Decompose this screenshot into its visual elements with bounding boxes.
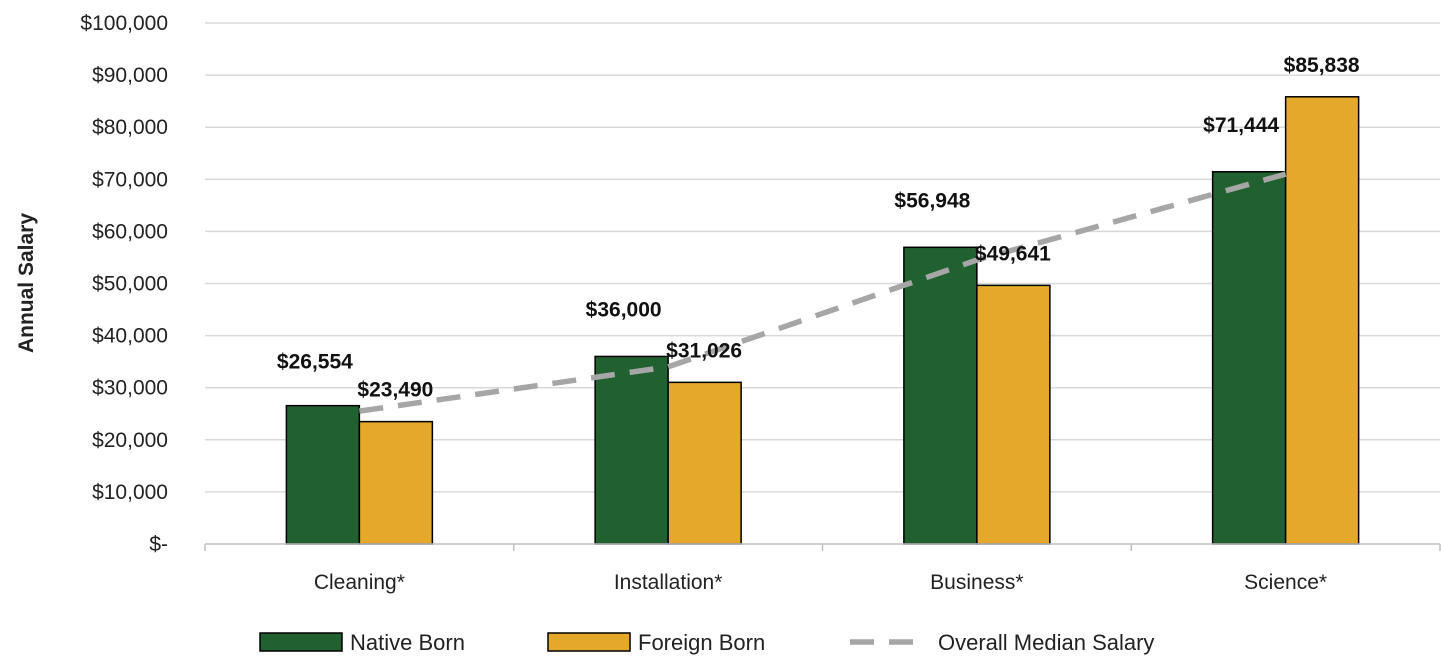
legend-label: Foreign Born: [638, 630, 765, 655]
legend: Native Born Foreign Born Overall Median Sa…: [259, 630, 1154, 655]
bar-foreign-born: [1284, 96, 1360, 545]
x-category-label: Science*: [1244, 571, 1327, 594]
data-labels: $26,554 $36,000 $56,948 $71,444 $23,490 $31,0…: [277, 54, 1360, 402]
bar-native-born: [594, 355, 669, 545]
y-tick-label: $20,000: [92, 429, 168, 452]
x-category-label: Installation*: [614, 571, 723, 594]
y-tick-label: $-: [149, 533, 168, 556]
data-label-foreign-born: $23,490: [357, 379, 433, 402]
y-tick-label: $30,000: [92, 377, 168, 400]
y-tick-label: $70,000: [92, 168, 168, 191]
median-line: [358, 171, 1287, 414]
legend-label: Overall Median Salary: [938, 630, 1154, 655]
bar-foreign-born: [358, 420, 434, 545]
legend-swatch: [259, 632, 343, 652]
y-tick-label: $10,000: [92, 481, 168, 504]
y-tick-label: $50,000: [92, 273, 168, 296]
data-label-foreign-born: $31,026: [666, 339, 742, 362]
bar-native-born: [1211, 171, 1287, 545]
data-label-foreign-born: $85,838: [1284, 54, 1360, 77]
y-axis-ticks: $- $10,000 $20,000 $30,000 $40,000 $50,000 $60…: [80, 12, 168, 556]
bar-foreign-born: [976, 284, 1051, 545]
x-axis: Cleaning* Installation* Business* Science*: [204, 543, 1441, 594]
data-label-native-born: $71,444: [1203, 114, 1279, 137]
y-tick-label: $40,000: [92, 325, 168, 348]
legend-swatch: [547, 632, 631, 652]
y-tick-label: $60,000: [92, 220, 168, 243]
bar-foreign-born: [667, 381, 742, 545]
data-label-native-born: $26,554: [277, 351, 353, 374]
legend-overall-median: Overall Median Salary: [850, 630, 1154, 655]
bars: [285, 96, 1360, 545]
data-label-native-born: $36,000: [586, 298, 662, 321]
bar-native-born: [285, 404, 361, 545]
median-salary-line: [358, 171, 1287, 414]
y-tick-label: $100,000: [80, 12, 168, 35]
legend-foreign-born: Foreign Born: [547, 630, 765, 655]
y-tick-label: $90,000: [92, 64, 168, 87]
bar-native-born: [903, 246, 978, 545]
data-label-foreign-born: $49,641: [975, 242, 1051, 265]
legend-label: Native Born: [350, 630, 465, 655]
y-axis-title: Annual Salary: [15, 213, 38, 353]
data-label-native-born: $56,948: [894, 189, 970, 212]
legend-native-born: Native Born: [259, 630, 465, 655]
x-category-label: Cleaning*: [314, 571, 405, 594]
x-category-label: Business*: [930, 571, 1023, 594]
y-tick-label: $80,000: [92, 116, 168, 139]
